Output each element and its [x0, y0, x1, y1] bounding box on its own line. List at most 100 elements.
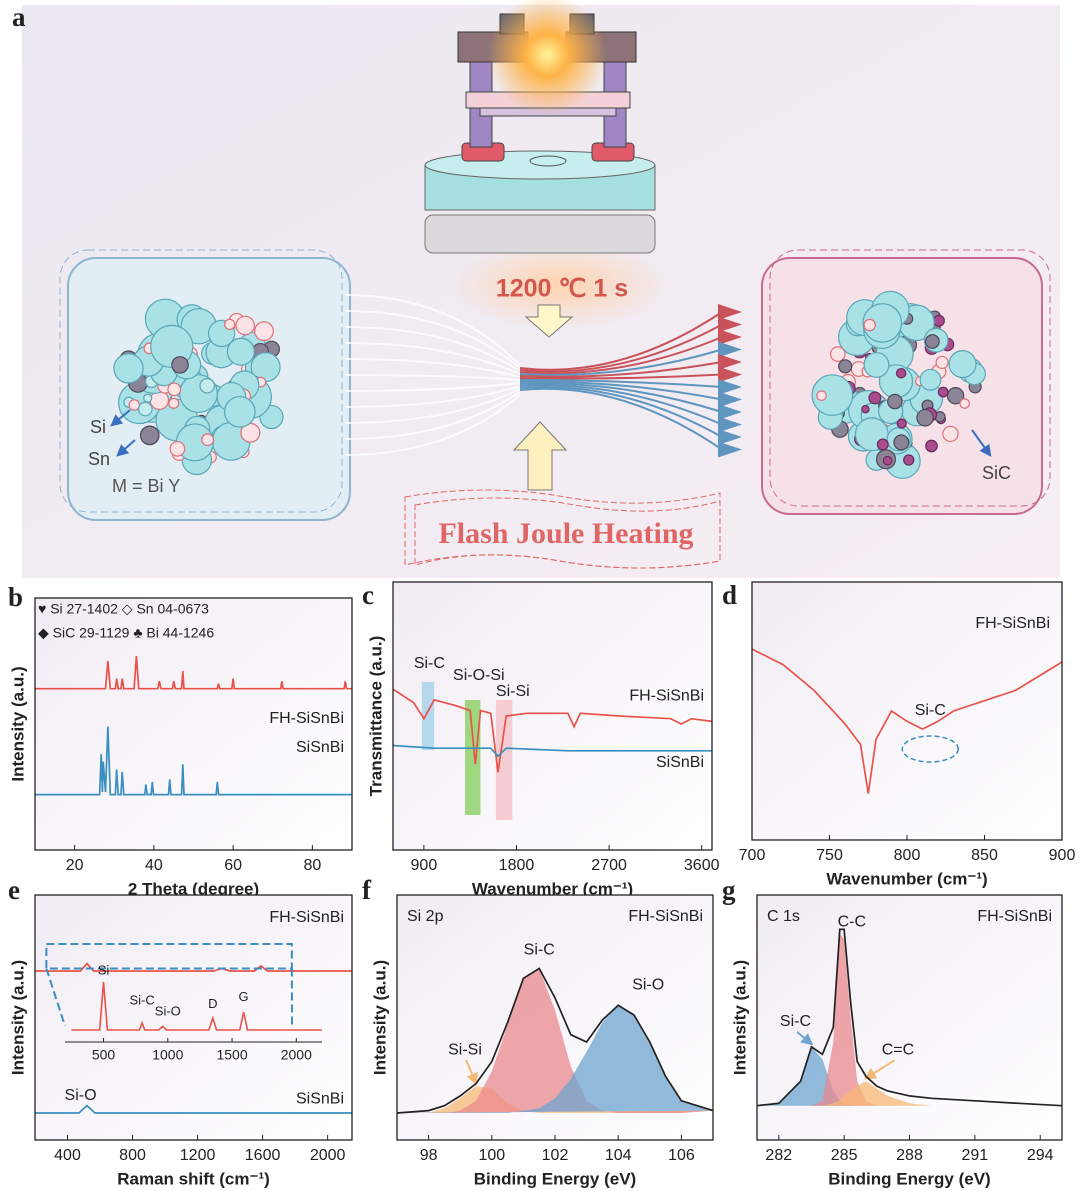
- y-axis-label: Intensity (a.u.): [8, 960, 27, 1075]
- particle: [919, 368, 942, 391]
- particle: [224, 318, 236, 331]
- panel-label: f: [362, 875, 372, 905]
- annotation: Si-C: [915, 702, 946, 719]
- component-label: M = Bi Y: [112, 476, 180, 496]
- particle: [876, 438, 889, 451]
- arrowhead: [718, 404, 742, 420]
- particle: [896, 418, 907, 429]
- stream: [519, 387, 723, 451]
- x-tick-label: 282: [765, 1147, 792, 1164]
- process-name: Flash Joule Heating: [438, 517, 693, 550]
- component-area: [397, 1005, 713, 1113]
- plot-area: [35, 895, 352, 1140]
- product-box-outline: [769, 249, 1051, 507]
- series-label: SiSnBi: [296, 739, 344, 756]
- particle: [903, 454, 915, 466]
- x-tick-label: 291: [962, 1147, 989, 1164]
- spectrum-line: [35, 726, 352, 796]
- stream: [344, 342, 521, 375]
- schematic: a 1200 ℃ 1 s Flash Joule Heating Si Sn M…: [12, 0, 1060, 578]
- stream: [519, 386, 723, 438]
- stream: [344, 294, 521, 366]
- inset-peak-label: G: [239, 989, 249, 1004]
- spectrum-line: [392, 688, 713, 773]
- particle: [863, 351, 890, 378]
- spectrum-line: [392, 744, 712, 758]
- stream: [344, 358, 521, 378]
- particle: [942, 425, 959, 443]
- particle: [924, 334, 940, 349]
- inset-tick-label: 1500: [216, 1047, 247, 1063]
- inset-peak-label: Si: [98, 963, 110, 978]
- x-axis-label: Binding Energy (eV): [828, 1169, 990, 1188]
- zoom-connector: [45, 968, 66, 1027]
- series-label: FH-SiSnBi: [269, 710, 344, 727]
- inset-line: [71, 981, 322, 1031]
- arrowhead: [718, 379, 742, 395]
- x-tick-label: 20: [66, 857, 84, 874]
- particle: [167, 382, 182, 397]
- plot-frame: [392, 581, 713, 851]
- particle: [171, 356, 189, 374]
- plot-area: [35, 598, 352, 850]
- band-label: Si-C: [414, 655, 445, 672]
- legend-entry: ◆ SiC 29-1129 ♣ Bi 44-1246: [38, 625, 214, 641]
- x-tick-label: 900: [1049, 847, 1076, 864]
- inset-tick-label: 2000: [281, 1047, 312, 1063]
- spectrum-line: [35, 1104, 352, 1114]
- x-tick-label: 100: [478, 1147, 505, 1164]
- x-tick-label: 800: [119, 1147, 146, 1164]
- plot-frame: [34, 597, 353, 851]
- particle: [887, 393, 903, 410]
- band: [465, 700, 481, 815]
- stream: [519, 336, 723, 375]
- stream: [519, 348, 723, 376]
- stream: [519, 382, 723, 413]
- x-tick-label: 2700: [591, 857, 627, 874]
- zoom-box: [45, 943, 293, 970]
- arrow-down: [524, 304, 574, 338]
- panel-label: e: [8, 875, 20, 905]
- arrowhead: [718, 429, 742, 445]
- heating-streams: [344, 294, 742, 458]
- stream: [344, 326, 521, 372]
- pointer: [116, 439, 136, 457]
- particle: [830, 346, 846, 362]
- particle: [128, 399, 141, 411]
- band-label: Si-Si: [496, 683, 530, 700]
- x-tick-label: 294: [1027, 1147, 1054, 1164]
- x-tick-label: 750: [816, 847, 843, 864]
- particle: [895, 367, 907, 379]
- particle: [143, 393, 153, 403]
- particle: [863, 318, 876, 332]
- particle: [223, 395, 256, 428]
- stream: [519, 311, 723, 371]
- band-label: Si-O-Si: [453, 667, 505, 684]
- panel-label: d: [722, 580, 737, 610]
- x-tick-label: 80: [303, 857, 321, 874]
- plot-frame: [34, 894, 353, 1141]
- series-label: FH-SiSnBi: [629, 688, 704, 705]
- arrowhead: [718, 416, 742, 433]
- peak-label: Si-C: [780, 1013, 811, 1030]
- x-tick-label: 1200: [180, 1147, 216, 1164]
- particle: [893, 434, 910, 451]
- y-axis-label: Intensity (a.u.): [8, 666, 27, 781]
- heat-glow: [487, 0, 607, 115]
- sample-label: FH-SiSnBi: [628, 908, 703, 925]
- particle: [816, 390, 827, 401]
- particle: [916, 408, 934, 427]
- temperature: 1200 ℃ 1 s: [496, 275, 628, 303]
- x-tick-label: 106: [668, 1147, 695, 1164]
- stream: [344, 385, 521, 408]
- panel-label: c: [362, 580, 374, 610]
- particle: [882, 455, 893, 466]
- arrowhead: [718, 391, 742, 408]
- stage-hole: [529, 155, 567, 167]
- series-label: FH-SiSnBi: [975, 615, 1050, 632]
- x-axis-label: Wavenumber (cm⁻¹): [472, 879, 633, 898]
- x-axis-label: Binding Energy (eV): [474, 1169, 636, 1188]
- x-tick-label: 40: [145, 857, 163, 874]
- particle: [959, 398, 970, 409]
- stream: [344, 388, 521, 424]
